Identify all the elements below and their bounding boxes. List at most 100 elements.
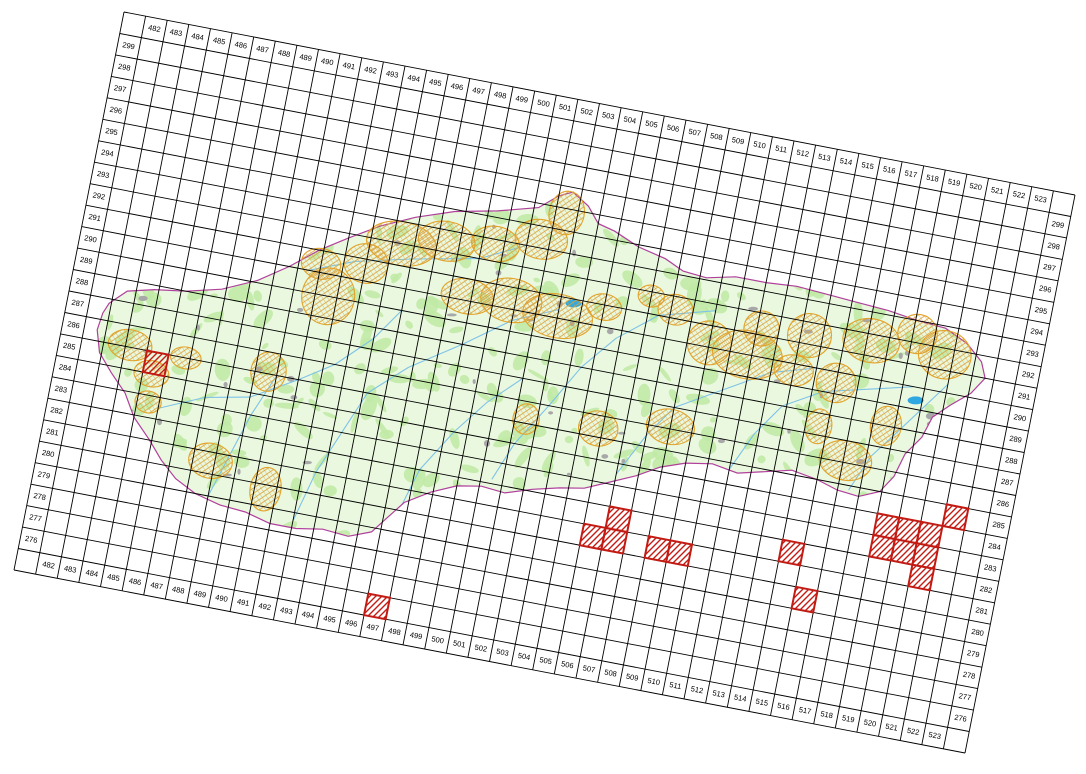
column-label-bottom: 494: [301, 609, 315, 620]
column-label-top: 507: [688, 127, 702, 138]
highlighted-cell[interactable]: [141, 349, 170, 378]
row-label-left: 276: [24, 534, 38, 545]
highlighted-cell[interactable]: [907, 563, 936, 592]
forest-patch: [940, 433, 957, 450]
forest-patch: [78, 486, 92, 499]
forest-patch: [746, 609, 767, 629]
forest-patch: [885, 577, 904, 600]
protected-area: [249, 466, 282, 512]
column-label-bottom: 486: [128, 576, 142, 587]
settlement: [296, 307, 304, 312]
grid-line-horizontal: [85, 204, 1037, 389]
column-label-top: 489: [299, 52, 313, 63]
forest-patch: [391, 272, 402, 284]
column-label-bottom: 512: [690, 684, 704, 695]
forest-patch: [323, 485, 337, 497]
row-label-left: 297: [113, 83, 127, 94]
column-label-bottom: 491: [236, 597, 250, 608]
grid-line-horizontal: [56, 354, 1008, 539]
forest-patch: [915, 479, 931, 494]
highlighted-cell[interactable]: [777, 538, 806, 567]
forest-patch: [663, 267, 678, 280]
column-label-bottom: 520: [863, 717, 877, 728]
column-label-bottom: 499: [409, 630, 423, 641]
forest-patch: [412, 468, 426, 490]
grid-line-horizontal: [73, 269, 1025, 453]
row-label-left: 287: [71, 298, 85, 309]
column-label-bottom: 501: [452, 638, 466, 649]
column-label-top: 487: [256, 44, 270, 55]
column-label-top: 485: [212, 35, 226, 46]
column-label-bottom: 516: [777, 701, 791, 712]
settlement: [287, 375, 295, 382]
settlement: [621, 458, 626, 464]
settlement: [290, 395, 298, 400]
forest-patch: [449, 326, 464, 334]
settlement: [223, 381, 228, 388]
column-label-top: 519: [947, 177, 961, 188]
row-label-right: 287: [1000, 477, 1014, 488]
column-label-top: 483: [169, 27, 183, 38]
forest-patch: [106, 314, 114, 331]
forest-patch: [692, 550, 718, 568]
forest-patch: [223, 215, 232, 229]
forest-patch: [514, 447, 532, 468]
forest-patch: [533, 277, 541, 283]
protected-area: [917, 330, 972, 380]
forest-patch: [885, 303, 901, 310]
forest-patch: [637, 383, 651, 406]
highlighted-cells: [141, 349, 970, 621]
column-label-bottom: 496: [344, 618, 358, 629]
row-label-left: 288: [75, 276, 89, 287]
forest-patch: [668, 389, 680, 404]
forest-patch: [294, 421, 313, 440]
highlighted-cell[interactable]: [604, 505, 633, 534]
row-label-right: 296: [1038, 283, 1052, 294]
forest-patch: [709, 417, 717, 423]
settlement: [162, 228, 171, 233]
forest-patch: [821, 241, 840, 256]
forest-patch: [416, 298, 427, 310]
highlighted-cell[interactable]: [362, 592, 392, 621]
column-label-top: 498: [493, 89, 507, 100]
row-label-right: 293: [1026, 348, 1040, 359]
forest-patch: [154, 203, 171, 217]
forest-patch: [360, 395, 378, 421]
forest-patch: [891, 563, 909, 585]
column-label-top: 514: [839, 156, 853, 167]
column-label-top: 523: [1034, 193, 1048, 204]
settlement: [446, 313, 457, 317]
forest-patch: [845, 575, 863, 597]
row-label-right: 280: [971, 627, 985, 638]
column-label-bottom: 507: [582, 663, 596, 674]
grid-line-horizontal: [81, 226, 1033, 411]
forest-patch: [196, 391, 219, 402]
highlighted-cell[interactable]: [665, 539, 694, 568]
forest-patch: [370, 337, 392, 353]
row-label-left: 279: [37, 469, 51, 480]
highlighted-cell[interactable]: [790, 585, 819, 614]
row-label-left: 283: [54, 384, 68, 395]
protected-area: [512, 403, 540, 435]
row-label-right: 298: [1047, 240, 1061, 251]
forest-patch: [364, 164, 381, 188]
column-label-top: 495: [428, 77, 442, 88]
forest-patch: [476, 391, 494, 403]
highlighted-cell[interactable]: [941, 503, 970, 532]
row-label-left: 286: [67, 319, 81, 330]
forest-patch: [279, 167, 293, 180]
row-label-right: 297: [1043, 262, 1057, 273]
forest-patch: [691, 246, 709, 263]
settlement: [646, 502, 656, 508]
row-label-left: 298: [117, 62, 131, 73]
forest-patch: [542, 377, 549, 392]
column-label-top: 506: [666, 123, 680, 134]
grid-line-horizontal: [26, 505, 978, 690]
forest-patch: [325, 530, 351, 537]
grid-line-horizontal: [35, 462, 987, 647]
grid-line-horizontal: [102, 118, 1054, 303]
forest-patch: [701, 367, 719, 385]
column-label-top: 499: [515, 94, 529, 105]
settlement: [729, 593, 736, 600]
